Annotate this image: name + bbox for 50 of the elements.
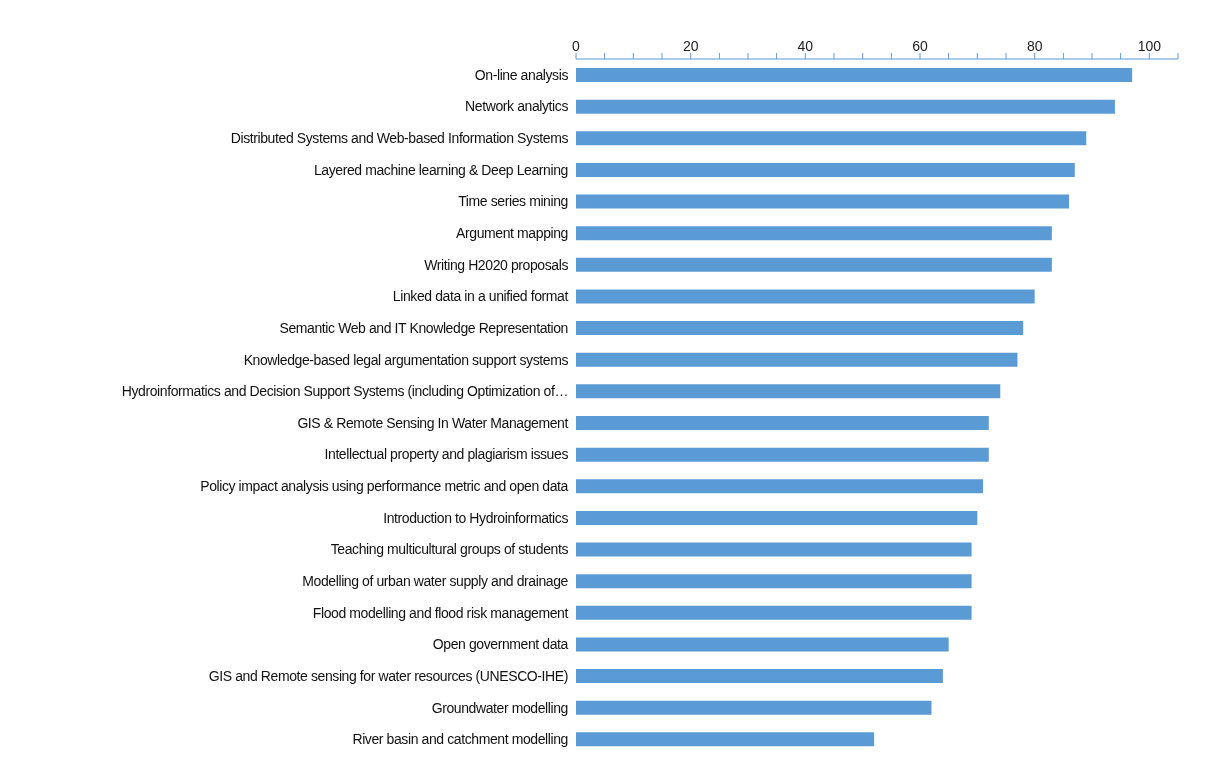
bar <box>576 162 1075 177</box>
bar <box>576 416 989 430</box>
y-tick-label: Network analytics <box>465 98 569 115</box>
bar <box>576 637 949 652</box>
bar <box>576 321 1024 336</box>
y-tick-label: Semantic Web and IT Knowledge Representation <box>279 319 568 336</box>
y-tick-label: Introduction to Hydroinformatics <box>383 509 569 526</box>
y-tick-label: GIS & Remote Sensing In Water Management <box>297 414 569 431</box>
bar <box>576 479 984 494</box>
y-tick-label: Writing H2020 proposals <box>424 256 569 273</box>
y-tick-label: Layered machine learning & Deep Learning <box>313 161 568 178</box>
x-tick-label: 100 <box>1137 38 1162 54</box>
y-tick-label: Policy impact analysis using performance metric and open data <box>200 478 569 495</box>
y-tick-label: GIS and Remote sensing for water resources (UNESCO-IHE) <box>208 667 568 684</box>
bar <box>576 574 972 589</box>
y-tick-label: Open government data <box>432 636 569 653</box>
bar <box>576 700 932 715</box>
y-tick-label: Hydroinformatics and Decision Support Systems (including Optimization of… <box>121 383 568 400</box>
x-tick-label: 0 <box>572 38 581 54</box>
bar <box>576 384 1001 399</box>
y-tick-label: Modelling of urban water supply and drainage <box>302 572 569 589</box>
bar <box>576 131 1087 146</box>
y-tick-label: Flood modelling and flood risk management <box>312 604 569 621</box>
y-tick-label: Distributed Systems and Web-based Information Systems <box>230 130 569 147</box>
y-tick-label: River basin and catchment modelling <box>352 731 568 748</box>
bar <box>576 194 1070 209</box>
y-tick-label: Intellectual property and plagiarism issues <box>324 446 569 463</box>
x-tick-label: 40 <box>797 38 814 54</box>
x-tick-label: 80 <box>1026 38 1043 54</box>
bar <box>576 226 1052 241</box>
y-tick-label: On-line analysis <box>474 66 569 83</box>
bar <box>576 99 1115 114</box>
y-tick-label: Argument mapping <box>456 224 568 241</box>
y-tick-label: Time series mining <box>458 193 568 210</box>
bar <box>576 352 1018 367</box>
y-tick-label: Teaching multicultural groups of students <box>330 541 569 558</box>
bar <box>576 605 972 620</box>
y-tick-label: Groundwater modelling <box>431 699 568 716</box>
bar <box>576 289 1035 304</box>
bar <box>576 68 1133 82</box>
bar <box>576 510 978 525</box>
bar <box>576 257 1052 272</box>
y-tick-label: Linked data in a unified format <box>392 288 569 305</box>
y-tick-label: Knowledge-based legal argumentation support systems <box>243 351 569 368</box>
bar <box>576 447 989 462</box>
x-tick-label: 60 <box>912 38 928 54</box>
bar <box>576 732 875 747</box>
bar <box>576 542 972 557</box>
bar <box>576 669 943 684</box>
x-tick-label: 20 <box>682 38 699 54</box>
